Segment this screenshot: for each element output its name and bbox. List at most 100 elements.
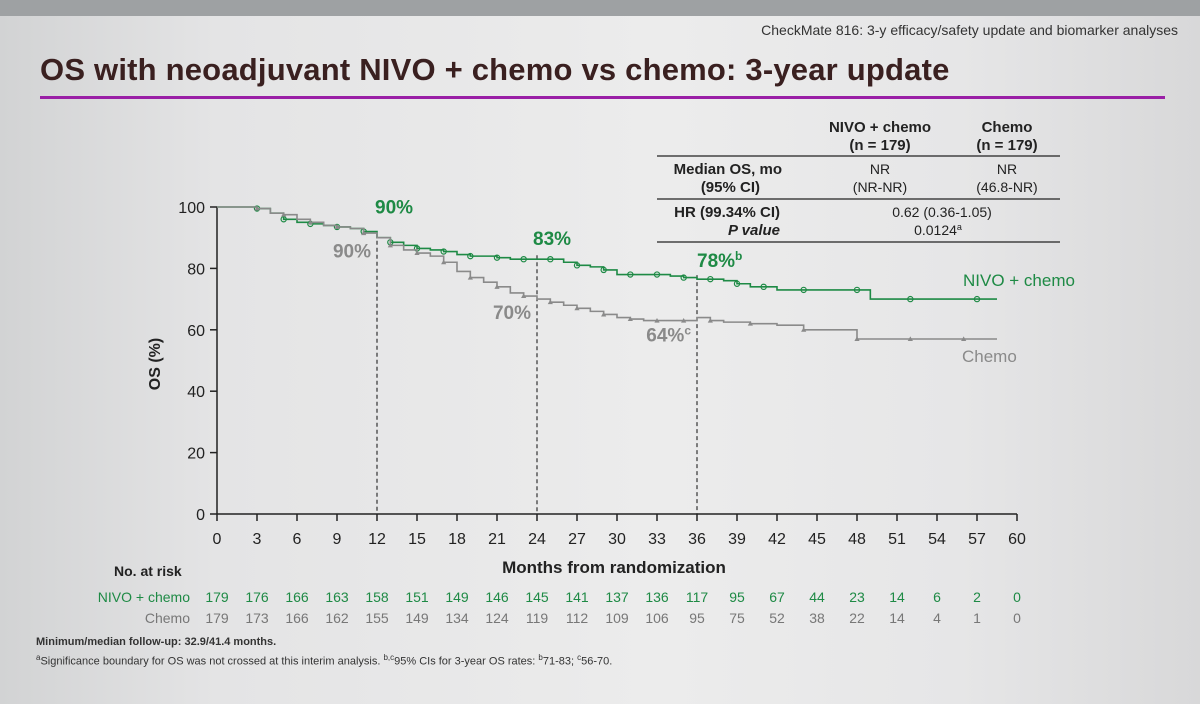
- at-risk-chemo-value: 119: [526, 610, 549, 626]
- at-risk-nivo-value: 6: [933, 589, 941, 605]
- chemo-censor-mark: [441, 259, 447, 265]
- x-tick-label: 3: [253, 531, 262, 548]
- median-os-label-2: (95% CI): [701, 179, 760, 196]
- chemo-censor-mark: [361, 230, 367, 236]
- footnote-followup: Minimum/median follow-up: 32.9/41.4 mont…: [36, 636, 277, 648]
- at-risk-chemo-value: 179: [205, 610, 229, 626]
- milestone-nivo-label: 78%b: [697, 249, 742, 272]
- chemo-censor-mark: [681, 317, 687, 323]
- x-tick-label: 54: [928, 531, 946, 548]
- at-risk-chemo-value: 162: [325, 610, 349, 626]
- milestone-guides: [376, 233, 698, 514]
- milestone-nivo-label: 90%: [375, 198, 413, 219]
- milestone-chemo-label: 90%: [333, 242, 371, 263]
- at-risk-nivo-value: 136: [645, 589, 669, 605]
- x-tick-label: 24: [528, 531, 546, 548]
- at-risk-nivo-value: 158: [365, 589, 389, 605]
- at-risk-title: No. at risk: [114, 563, 182, 579]
- y-tick-label: 100: [178, 200, 205, 217]
- at-risk-nivo-value: 151: [405, 589, 429, 605]
- chemo-censor-mark: [254, 205, 260, 211]
- nivo-censor-mark: [853, 286, 861, 294]
- y-tick-label: 40: [187, 384, 205, 401]
- at-risk-nivo-value: 137: [605, 589, 629, 605]
- nivo-censor-mark: [627, 271, 634, 278]
- at-risk-chemo-value: 106: [645, 610, 669, 626]
- at-risk-table: 179 176 166 163 158 151 149 146 145 141 137 136 117 9…: [205, 589, 1021, 626]
- x-tick-label: 36: [688, 531, 706, 548]
- median-chemo-1: NR: [997, 161, 1017, 177]
- nivo-censor-mark: [440, 248, 447, 255]
- median-os-label-1: Median OS, mo: [674, 161, 782, 178]
- at-risk-nivo-value: 117: [686, 589, 709, 605]
- x-tick-label: 0: [213, 531, 222, 548]
- nivo-censor-mark: [907, 295, 914, 303]
- nivo-censor-mark: [800, 286, 807, 294]
- legend-chemo: Chemo: [962, 347, 1017, 366]
- chemo-censor-mark: [494, 284, 500, 289]
- at-risk-nivo-value: 44: [809, 589, 825, 605]
- y-axis-label: OS (%): [147, 338, 164, 390]
- at-risk-chemo-value: 95: [689, 610, 705, 626]
- nivo-censor-mark: [733, 280, 741, 287]
- col-header-chemo-2: (n = 179): [976, 137, 1037, 154]
- nivo-censor-mark: [520, 255, 527, 263]
- stats-table: NIVO + chemo (n = 179) Chemo (n = 179) M…: [657, 119, 1060, 243]
- kicker-text: CheckMate 816: 3-y efficacy/safety updat…: [761, 22, 1178, 38]
- y-tick-label: 0: [196, 507, 205, 524]
- chemo-censor-mark: [601, 311, 607, 317]
- x-tick-label: 39: [728, 531, 746, 548]
- at-risk-chemo-value: 4: [933, 610, 941, 626]
- at-risk-chemo-value: 124: [485, 610, 509, 626]
- at-risk-chemo-value: 134: [445, 610, 469, 626]
- col-header-nivo-2: (n = 179): [849, 137, 910, 154]
- at-risk-nivo-value: 67: [769, 589, 785, 605]
- nivo-censor-mark: [280, 216, 287, 223]
- x-tick-label: 12: [368, 531, 386, 548]
- median-nivo-2: (NR-NR): [853, 179, 907, 195]
- x-tick-label: 9: [333, 531, 342, 548]
- chemo-censor-mark: [801, 327, 807, 332]
- survival-curves: [217, 205, 997, 342]
- at-risk-chemo-value: 22: [849, 610, 865, 626]
- at-risk-chemo-value: 166: [285, 610, 309, 626]
- legend-nivo: NIVO + chemo: [963, 271, 1075, 290]
- chemo-censor-mark: [707, 317, 713, 323]
- milestone-nivo-label: 83%: [533, 229, 571, 250]
- at-risk-chemo-value: 14: [889, 610, 905, 626]
- x-tick-label: 51: [888, 531, 906, 548]
- at-risk-nivo-value: 2: [973, 589, 981, 605]
- col-header-chemo-1: Chemo: [982, 119, 1033, 136]
- at-risk-chemo-value: 75: [729, 610, 745, 626]
- chemo-censor-mark: [387, 242, 393, 248]
- x-tick-label: 27: [568, 531, 586, 548]
- at-risk-nivo-value: 163: [325, 589, 349, 605]
- chemo-censor-mark: [467, 275, 473, 280]
- col-header-nivo-1: NIVO + chemo: [829, 119, 931, 136]
- chemo-censor-mark: [547, 299, 553, 305]
- at-risk-chemo-value: 155: [365, 610, 389, 626]
- median-chemo-2: (46.8-NR): [976, 179, 1037, 195]
- chemo-censor-mark: [961, 336, 967, 342]
- chemo-censor-mark: [854, 336, 860, 342]
- milestone-chemo-label: 70%: [493, 303, 531, 324]
- p-label: P value: [728, 222, 780, 239]
- at-risk-chemo-value: 173: [245, 610, 269, 626]
- at-risk-nivo-value: 141: [565, 589, 589, 605]
- y-tick-label: 60: [187, 323, 205, 340]
- nivo-censor-mark: [653, 271, 661, 278]
- x-tick-label: 60: [1008, 531, 1026, 548]
- at-risk-nivo-value: 149: [445, 589, 469, 605]
- at-risk-chemo-value: 52: [769, 610, 785, 626]
- chemo-censor-mark: [627, 316, 633, 322]
- x-tick-label: 48: [848, 531, 866, 548]
- at-risk-nivo-value: 23: [849, 589, 865, 605]
- nivo-censor-mark: [547, 255, 554, 263]
- x-tick-label: 30: [608, 531, 626, 548]
- chemo-censor-mark: [521, 293, 527, 299]
- footnote-significance: aSignificance boundary for OS was not cr…: [36, 653, 613, 668]
- milestone-chemo-label: 64%c: [646, 324, 691, 347]
- title-divider: [40, 96, 1165, 99]
